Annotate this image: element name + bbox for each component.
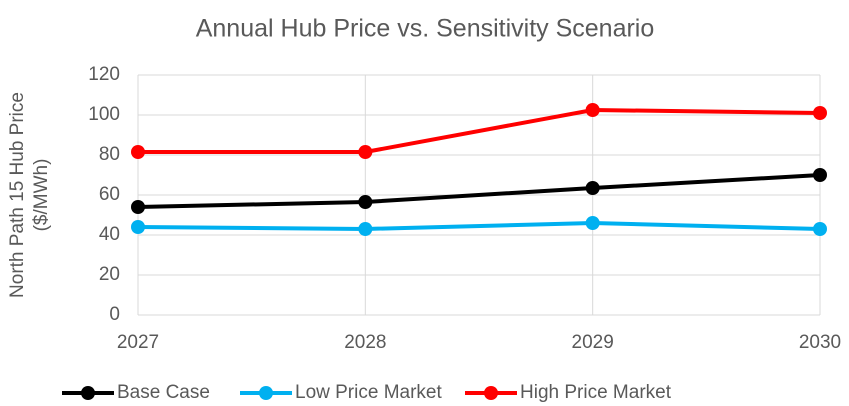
series-line xyxy=(137,220,821,232)
y-tick-label: 100 xyxy=(88,104,120,125)
y-tick-label: 80 xyxy=(99,144,120,165)
legend-marker xyxy=(259,386,273,400)
legend-label: High Price Market xyxy=(520,382,672,403)
data-point xyxy=(358,222,373,236)
x-tick-label: 2028 xyxy=(344,332,386,353)
legend-label: Low Price Market xyxy=(295,382,442,403)
y-axis-label-line: ($/MWh) xyxy=(31,159,52,232)
x-tick-label: 2029 xyxy=(572,332,614,353)
data-point xyxy=(358,145,373,159)
legend-item: Low Price Market xyxy=(240,382,442,403)
data-point xyxy=(131,220,145,234)
data-point xyxy=(131,145,145,159)
y-axis-label: North Path 15 Hub Price ($/MWh) xyxy=(7,92,52,298)
series-line xyxy=(137,173,821,209)
data-point xyxy=(131,200,145,214)
y-tick-label: 40 xyxy=(99,224,120,245)
data-point xyxy=(585,103,600,117)
x-tick-label: 2027 xyxy=(117,332,159,353)
chart-title: Annual Hub Price vs. Sensitivity Scenari… xyxy=(196,15,655,43)
series-line xyxy=(138,107,821,154)
y-tick-label: 20 xyxy=(99,264,120,285)
y-tick-label: 0 xyxy=(109,304,120,325)
data-point xyxy=(813,222,827,236)
data-point xyxy=(585,181,600,195)
legend-item: High Price Market xyxy=(465,382,672,403)
data-point xyxy=(813,106,827,120)
legend-marker xyxy=(484,386,498,400)
data-point xyxy=(813,168,827,182)
data-point xyxy=(585,216,600,230)
y-axis-label-line: North Path 15 Hub Price xyxy=(7,92,28,298)
legend-label: Base Case xyxy=(117,382,210,403)
x-tick-label: 2030 xyxy=(799,332,841,353)
legend-item: Base Case xyxy=(62,382,210,403)
legend-marker xyxy=(81,386,95,400)
y-tick-label: 60 xyxy=(99,184,120,205)
data-point xyxy=(358,195,373,209)
y-tick-label: 120 xyxy=(88,64,120,85)
